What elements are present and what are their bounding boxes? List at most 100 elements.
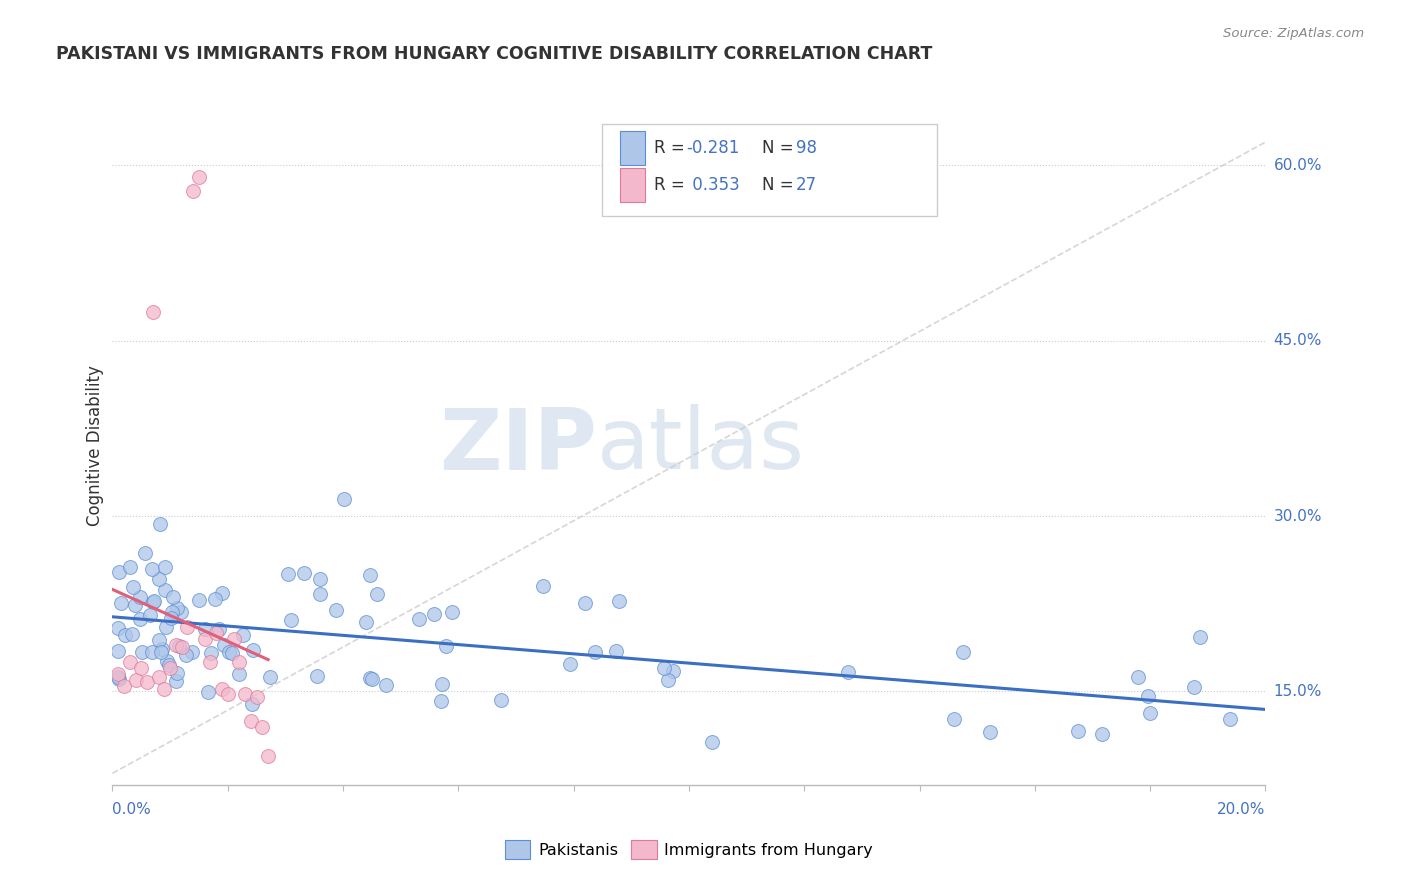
Point <box>232 628 254 642</box>
Point <box>148 670 170 684</box>
Point <box>197 684 219 698</box>
Point <box>359 671 381 685</box>
Point <box>142 594 165 608</box>
Point <box>141 562 163 576</box>
Point <box>122 580 145 594</box>
Point <box>124 673 146 687</box>
Point <box>259 670 281 684</box>
Text: N =: N = <box>762 176 799 194</box>
Point <box>943 713 966 727</box>
Point <box>157 658 180 673</box>
Point <box>583 645 606 659</box>
Text: Source: ZipAtlas.com: Source: ZipAtlas.com <box>1223 27 1364 40</box>
Point <box>360 672 382 686</box>
Point <box>211 682 233 697</box>
Point <box>121 626 143 640</box>
Point <box>702 735 724 749</box>
Text: 30.0%: 30.0% <box>1274 508 1322 524</box>
Point <box>160 611 183 625</box>
Point <box>233 687 256 701</box>
Text: 45.0%: 45.0% <box>1274 334 1322 348</box>
Point <box>309 572 332 586</box>
Text: 0.0%: 0.0% <box>112 803 152 817</box>
Point <box>112 679 135 693</box>
Point <box>118 559 141 574</box>
Point <box>228 655 250 669</box>
Point <box>162 605 184 619</box>
Point <box>952 645 974 659</box>
Text: atlas: atlas <box>596 404 804 488</box>
Point <box>222 632 245 646</box>
Point <box>134 546 156 560</box>
Point <box>652 661 675 675</box>
Point <box>139 607 162 622</box>
Bar <box>620 131 645 165</box>
Point <box>1219 712 1241 726</box>
Point <box>110 596 132 610</box>
Point <box>188 170 211 185</box>
Point <box>107 644 129 658</box>
Point <box>194 622 217 636</box>
Point <box>277 566 299 581</box>
Text: PAKISTANI VS IMMIGRANTS FROM HUNGARY COGNITIVE DISABILITY CORRELATION CHART: PAKISTANI VS IMMIGRANTS FROM HUNGARY COG… <box>56 45 932 62</box>
Point <box>257 748 280 763</box>
Point <box>131 645 153 659</box>
Point <box>141 645 163 659</box>
Point <box>169 640 191 654</box>
Point <box>124 598 146 612</box>
Point <box>242 643 264 657</box>
Point <box>837 665 859 680</box>
Point <box>129 612 152 626</box>
Point <box>218 644 240 658</box>
Point <box>1182 680 1205 694</box>
Point <box>1126 670 1149 684</box>
Point <box>176 620 198 634</box>
Point <box>162 591 184 605</box>
Point <box>366 587 388 601</box>
Point <box>148 572 170 586</box>
Point <box>211 586 233 600</box>
Point <box>174 648 197 663</box>
Point <box>107 621 129 635</box>
Point <box>204 591 226 606</box>
Point <box>149 516 172 531</box>
Point <box>375 678 398 692</box>
Point <box>325 603 347 617</box>
Point <box>359 567 381 582</box>
Point <box>333 491 356 506</box>
Point <box>149 645 172 659</box>
Point <box>170 605 193 619</box>
Point <box>200 646 222 660</box>
Point <box>136 675 159 690</box>
Point <box>1067 724 1090 739</box>
Point <box>657 673 679 687</box>
Text: 20.0%: 20.0% <box>1218 803 1265 817</box>
Point <box>142 304 165 318</box>
Point <box>574 596 596 610</box>
Y-axis label: Cognitive Disability: Cognitive Disability <box>86 366 104 526</box>
Text: 98: 98 <box>796 139 817 157</box>
Point <box>170 640 193 654</box>
Point <box>221 646 243 660</box>
Point <box>108 565 131 579</box>
Point <box>128 590 150 604</box>
Point <box>280 613 302 627</box>
FancyBboxPatch shape <box>603 124 936 216</box>
Point <box>423 607 446 621</box>
Text: -0.281: -0.281 <box>686 139 740 157</box>
Point <box>118 655 141 669</box>
Point <box>114 627 136 641</box>
Point <box>200 655 222 669</box>
Point <box>1139 706 1161 720</box>
Point <box>188 593 211 607</box>
Point <box>607 594 630 608</box>
Point <box>205 626 228 640</box>
Point <box>430 694 453 708</box>
Point <box>432 676 454 690</box>
Point <box>108 672 131 686</box>
Point <box>662 664 685 678</box>
Point <box>208 623 231 637</box>
Point <box>212 638 235 652</box>
Text: 60.0%: 60.0% <box>1274 158 1322 173</box>
Point <box>159 661 181 675</box>
